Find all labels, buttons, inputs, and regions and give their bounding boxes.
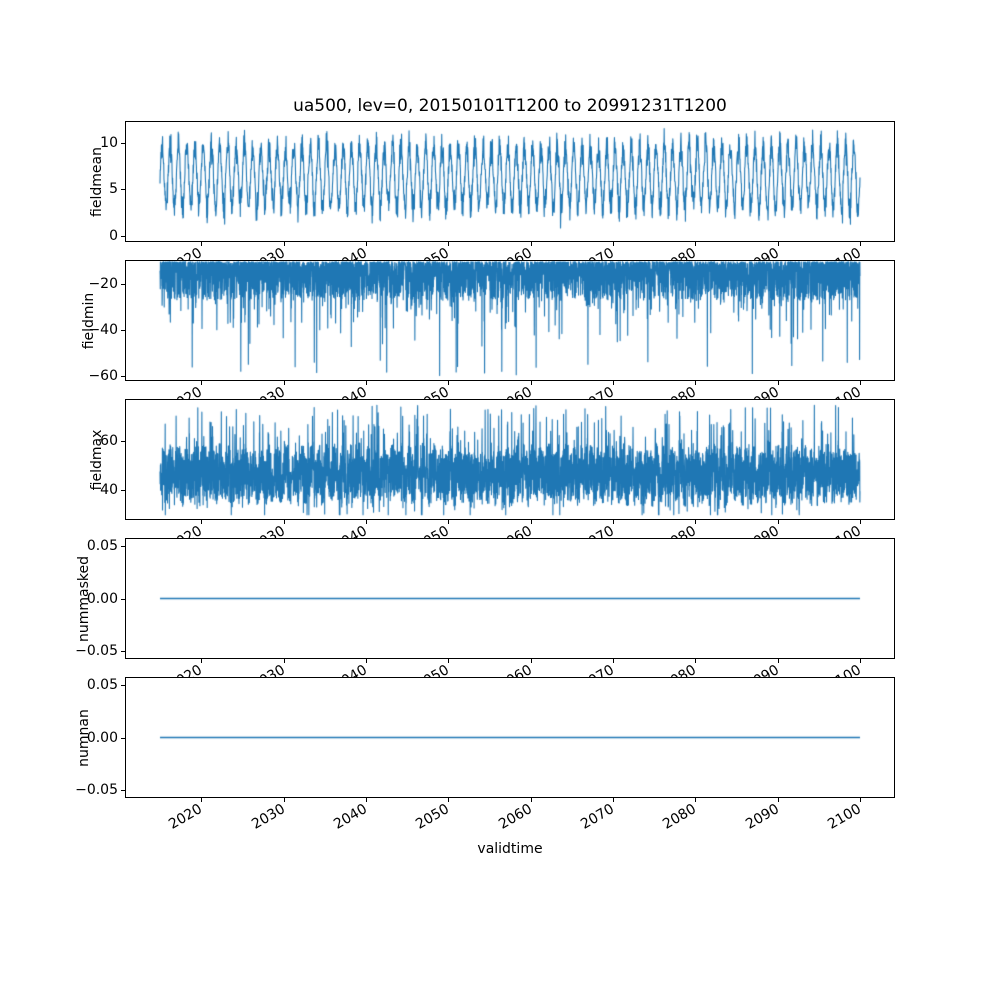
x-tick (448, 242, 449, 246)
y-axis-label-fieldmin: fieldmin (81, 292, 97, 349)
x-tick (531, 798, 532, 802)
x-tick (201, 381, 202, 385)
y-tick-label: 0.00 (86, 590, 118, 607)
y-tick (121, 189, 125, 190)
y-tick (121, 546, 125, 547)
x-tick (613, 659, 614, 663)
x-tick (284, 798, 285, 802)
x-tick (448, 520, 449, 524)
y-tick-label: −0.05 (75, 781, 118, 798)
x-tick (860, 798, 861, 802)
y-tick (121, 490, 125, 491)
y-tick-label: 0.05 (86, 538, 118, 555)
x-tick (284, 242, 285, 246)
x-tick (366, 798, 367, 802)
axes-box-fieldmax (125, 399, 895, 520)
x-tick (860, 520, 861, 524)
x-tick (695, 242, 696, 246)
x-tick (778, 381, 779, 385)
y-tick (121, 143, 125, 144)
y-tick (121, 599, 125, 600)
x-axis-label: validtime (477, 841, 543, 857)
y-tick-label: 0.00 (86, 729, 118, 746)
axes-box-fieldmean (125, 121, 895, 242)
x-tick (613, 520, 614, 524)
x-tick (284, 520, 285, 524)
y-tick-label: 10 (100, 134, 118, 151)
y-tick-label: −60 (88, 367, 118, 384)
x-tick (448, 659, 449, 663)
chart-title: ua500, lev=0, 20150101T1200 to 20991231T… (293, 96, 727, 116)
y-tick-label: 0.05 (86, 677, 118, 694)
x-tick (860, 381, 861, 385)
y-tick (121, 376, 125, 377)
x-tick (531, 659, 532, 663)
x-tick (613, 798, 614, 802)
x-tick (778, 520, 779, 524)
plot-line-canvas-fieldmin (126, 261, 894, 380)
x-tick (201, 242, 202, 246)
y-tick (121, 790, 125, 791)
y-tick-label: −40 (88, 321, 118, 338)
x-tick (613, 381, 614, 385)
y-tick-label: −0.05 (75, 642, 118, 659)
x-tick (860, 242, 861, 246)
y-tick (121, 236, 125, 237)
axes-box-nummasked (125, 538, 895, 659)
y-tick (121, 441, 125, 442)
y-axis-label-fieldmax: fieldmax (89, 429, 105, 490)
y-tick-label: 40 (100, 482, 118, 499)
x-tick (613, 242, 614, 246)
x-tick (695, 520, 696, 524)
x-tick (778, 798, 779, 802)
y-axis-label-fieldmean: fieldmean (89, 146, 105, 217)
y-axis-label-numnan: numnan (76, 708, 92, 767)
x-tick (448, 381, 449, 385)
y-tick-label: −20 (88, 275, 118, 292)
axes-box-fieldmin (125, 260, 895, 381)
x-tick (695, 659, 696, 663)
y-tick-label: 5 (109, 181, 118, 198)
axes-box-numnan (125, 677, 895, 798)
plot-line-canvas-nummasked (126, 539, 894, 658)
x-tick (778, 659, 779, 663)
x-tick (531, 381, 532, 385)
x-tick (531, 242, 532, 246)
x-tick (366, 242, 367, 246)
x-tick (695, 798, 696, 802)
y-tick-label: 0 (109, 228, 118, 245)
x-tick (201, 798, 202, 802)
x-tick (860, 659, 861, 663)
y-axis-label-nummasked: nummasked (76, 555, 92, 642)
y-tick (121, 685, 125, 686)
x-tick (201, 659, 202, 663)
x-tick (284, 659, 285, 663)
plot-line-canvas-fieldmean (126, 122, 894, 241)
x-tick (448, 798, 449, 802)
x-tick (366, 520, 367, 524)
y-tick-label: 60 (100, 433, 118, 450)
x-tick (201, 520, 202, 524)
y-tick (121, 284, 125, 285)
x-tick (366, 659, 367, 663)
y-tick (121, 330, 125, 331)
x-tick (778, 242, 779, 246)
x-tick (695, 381, 696, 385)
x-tick (366, 381, 367, 385)
y-tick (121, 738, 125, 739)
plot-line-canvas-numnan (126, 678, 894, 797)
x-tick (284, 381, 285, 385)
y-tick (121, 651, 125, 652)
x-tick (531, 520, 532, 524)
plot-line-canvas-fieldmax (126, 400, 894, 519)
